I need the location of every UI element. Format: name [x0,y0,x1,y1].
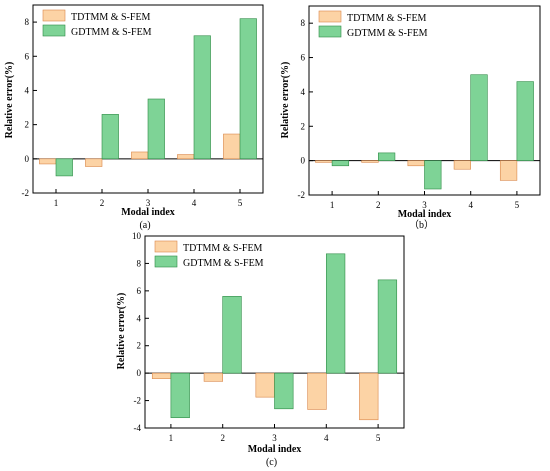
x-tick-label: 2 [376,200,381,210]
y-axis-title: Relative error(%) [4,62,15,139]
x-tick-label: 4 [192,198,197,208]
bar-gdtmm-mode-3 [274,372,294,410]
legend-label: TDTMM & S-FEM [71,12,151,23]
x-tick-label: 3 [146,198,151,208]
x-axis-title: Modal index [121,207,175,218]
legend-label: TDTMM & S-FEM [347,13,427,24]
y-tick-label: 8 [25,17,30,27]
y-tick-label: -2 [134,396,142,406]
legend-swatch [42,9,66,22]
y-tick-label: 2 [301,121,306,131]
bar-tdtmm-mode-3 [407,160,425,167]
y-tick-label: 4 [137,313,142,323]
x-tick-label: 3 [422,200,427,210]
y-tick-label: 0 [25,154,30,164]
bar-tdtmm-mode-3 [255,372,275,398]
y-tick-label: -4 [134,423,142,433]
legend-label: GDTMM & S-FEM [183,258,264,269]
x-axis-title: Modal index [398,209,452,220]
panel-label: (a) [139,220,150,231]
bar-gdtmm-mode-3 [424,160,442,190]
bar-tdtmm-mode-3 [131,151,149,160]
y-axis-title: Relative error(%) [280,62,291,139]
y-tick-label: 0 [301,156,306,166]
bar-tdtmm-mode-4 [307,372,327,410]
bar-gdtmm-mode-5 [239,18,257,160]
bar-gdtmm-mode-1 [170,372,190,419]
bar-tdtmm-mode-2 [361,160,379,163]
bar-tdtmm-mode-5 [223,133,241,160]
x-tick-label: 2 [100,198,105,208]
x-tick-label: 1 [169,433,174,443]
x-tick-label: 1 [330,200,335,210]
bar-gdtmm-mode-5 [377,279,398,374]
x-axis-title: Modal index [248,444,302,455]
bar-gdtmm-mode-2 [101,114,119,160]
legend-label: GDTMM & S-FEM [347,28,428,39]
legend-swatch [154,240,178,253]
bar-gdtmm-mode-5 [516,81,534,161]
y-tick-label: 2 [137,341,142,351]
y-tick-label: 2 [25,120,30,130]
bar-tdtmm-mode-2 [85,158,103,167]
x-tick-label: 2 [220,433,225,443]
bar-gdtmm-mode-4 [325,253,346,374]
y-tick-label: 6 [25,51,30,61]
y-tick-label: 8 [137,258,142,268]
y-tick-label: 4 [301,87,306,97]
legend-swatch [42,24,66,37]
legend-label: GDTMM & S-FEM [71,27,152,38]
bar-tdtmm-mode-4 [177,154,195,160]
x-tick-label: 4 [468,200,473,210]
x-tick-label: 3 [272,433,277,443]
bar-gdtmm-mode-4 [470,74,488,161]
y-tick-label: -2 [298,190,306,200]
bar-gdtmm-mode-4 [193,35,211,160]
bar-gdtmm-mode-2 [377,152,396,161]
y-axis-title: Relative error(%) [116,293,127,370]
legend-swatch [318,25,342,38]
chart-panel-2: -2 0 2 4 6 8 1 2 3 4 5 TDTMM & S-FEM GDTMM & S-FEM Mo… [280,5,541,231]
y-tick-label: 0 [137,368,142,378]
legend-swatch [318,10,342,23]
bar-tdtmm-mode-1 [315,160,333,163]
bar-gdtmm-mode-2 [222,296,242,374]
chart-panel-1: -2 0 2 4 6 8 1 2 3 4 5 TDTMM & S-FEM GDTMM & S-FEM Mo… [4,4,264,231]
bar-tdtmm-mode-5 [359,372,379,421]
x-tick-label: 4 [324,433,329,443]
bar-tdtmm-mode-4 [453,160,471,170]
x-tick-label: 5 [376,433,381,443]
y-tick-label: 8 [301,18,306,28]
bar-tdtmm-mode-1 [39,158,57,165]
panel-label: (c) [266,457,277,468]
bar-gdtmm-mode-1 [55,158,73,177]
x-tick-label: 1 [54,198,59,208]
legend-swatch [154,255,178,268]
bar-tdtmm-mode-2 [203,372,224,382]
y-tick-label: 6 [137,286,142,296]
bar-gdtmm-mode-1 [331,160,350,167]
x-tick-label: 5 [238,198,243,208]
y-tick-label: 6 [301,53,306,63]
y-tick-label: 4 [25,85,30,95]
x-tick-label: 5 [515,200,520,210]
bar-tdtmm-mode-5 [499,160,518,181]
legend-label: TDTMM & S-FEM [183,243,263,254]
y-tick-label: -2 [22,188,30,198]
bar-tdtmm-mode-1 [151,372,172,379]
y-tick-label: 10 [132,231,142,241]
bar-gdtmm-mode-3 [147,98,165,160]
panel-label: （b） [409,219,434,231]
